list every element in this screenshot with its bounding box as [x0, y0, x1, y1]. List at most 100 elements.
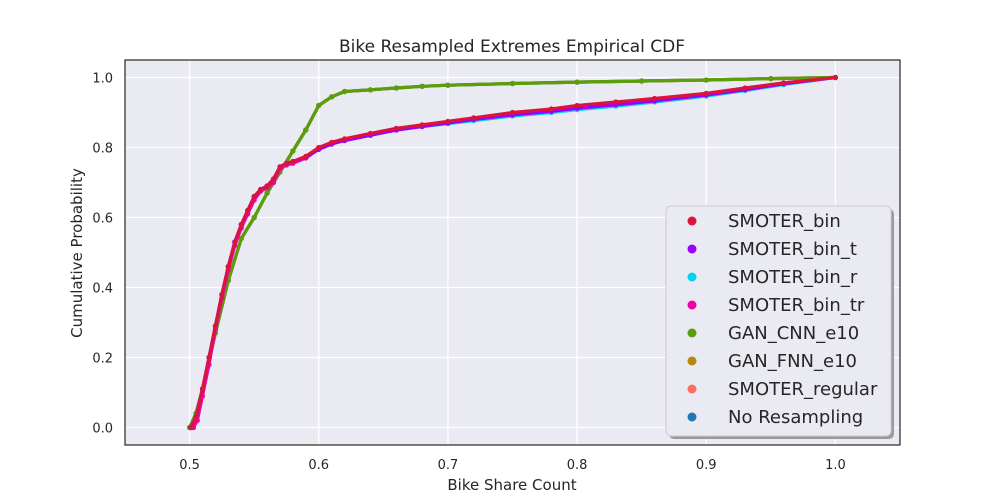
series-layer [187, 74, 839, 431]
x-tick-label: 0.6 [308, 458, 329, 473]
data-point [367, 130, 373, 137]
data-point [342, 136, 348, 142]
x-tick-label: 1.0 [825, 458, 846, 473]
data-point [509, 109, 516, 116]
legend-item: SMOTER_bin [687, 211, 841, 232]
data-point [316, 144, 322, 151]
x-tick-label: 0.5 [179, 458, 200, 473]
data-point [238, 235, 244, 242]
data-point [303, 153, 309, 159]
data-point [445, 118, 451, 124]
x-tick-labels: 0.5 0.6 0.7 0.8 0.9 1.0 [179, 458, 846, 473]
data-point [832, 74, 839, 81]
chart-title: Bike Resampled Extremes Empirical CDF [339, 37, 685, 57]
y-tick-label: 1.0 [92, 72, 113, 87]
data-point [290, 158, 296, 165]
x-tick-label: 0.8 [567, 458, 588, 473]
data-point [419, 122, 425, 128]
legend-item: SMOTER_bin_r [687, 267, 858, 288]
legend-label: SMOTER_bin_tr [728, 295, 865, 316]
data-point [652, 95, 658, 102]
legend-box [665, 205, 892, 437]
data-point [367, 87, 373, 93]
legend-label: GAN_CNN_e10 [728, 323, 859, 344]
data-point [225, 263, 231, 270]
data-point [639, 78, 645, 84]
data-point [264, 190, 270, 196]
data-point [742, 85, 748, 91]
y-tick-label: 0.0 [92, 422, 113, 437]
data-point [342, 88, 348, 95]
legend-item: SMOTER_regular [687, 379, 878, 400]
legend-label: GAN_FNN_e10 [728, 351, 857, 372]
data-point [290, 148, 296, 154]
data-point [548, 106, 554, 112]
x-axis-title: Bike Share Count [447, 476, 576, 494]
data-point [238, 221, 244, 228]
data-point [188, 424, 194, 431]
series-line [188, 75, 838, 430]
legend-marker [687, 384, 697, 394]
legend-label: SMOTER_bin_t [728, 239, 857, 260]
data-point [574, 79, 580, 85]
data-point [199, 386, 206, 392]
legend: SMOTER_bin SMOTER_bin_t SMOTER_bin_r SMOTER… [665, 205, 894, 439]
x-tick-label: 0.7 [438, 458, 459, 473]
data-point [219, 291, 225, 298]
legend-marker [687, 216, 697, 226]
data-point [206, 354, 212, 361]
legend-item: No Resampling [687, 407, 863, 428]
series-smoter-bin [188, 74, 839, 431]
legend-marker [687, 356, 697, 366]
legend-marker [687, 412, 697, 422]
y-tick-label: 0.2 [92, 352, 113, 367]
data-point [251, 214, 257, 221]
data-point [703, 77, 709, 83]
data-point [251, 193, 257, 200]
legend-item: SMOTER_bin_tr [687, 295, 865, 316]
data-point [329, 139, 335, 145]
data-point [703, 90, 709, 96]
data-point [574, 102, 580, 109]
y-tick-label: 0.8 [92, 142, 113, 157]
legend-label: SMOTER_bin [728, 211, 841, 232]
y-tick-label: 0.6 [92, 212, 113, 227]
legend-marker [687, 300, 697, 310]
data-point [419, 83, 425, 89]
data-point [193, 414, 199, 420]
legend-label: No Resampling [728, 407, 863, 428]
x-tick-label: 0.9 [696, 458, 717, 473]
data-point [232, 239, 238, 245]
data-point [613, 99, 619, 105]
data-point [781, 80, 787, 86]
data-point [393, 85, 399, 91]
plot-frame [124, 59, 901, 446]
legend-label: SMOTER_regular [728, 379, 878, 400]
legend-marker [687, 272, 697, 282]
data-point [245, 207, 251, 214]
y-axis-title: Cumulative Probability [68, 168, 86, 338]
data-point [471, 115, 477, 121]
data-point [303, 127, 309, 133]
legend-marker [687, 244, 697, 254]
legend-marker [687, 328, 697, 338]
data-point [316, 102, 322, 109]
data-point [509, 80, 516, 87]
y-tick-label: 0.4 [92, 282, 113, 297]
data-point [393, 125, 399, 131]
data-point [270, 176, 277, 182]
data-point [277, 164, 283, 170]
data-point [283, 160, 290, 166]
y-tick-labels: 0.0 0.2 0.4 0.6 0.8 1.0 [92, 72, 113, 437]
data-point [264, 183, 270, 189]
legend-item: GAN_FNN_e10 [687, 351, 857, 372]
data-point [329, 94, 335, 100]
data-point [258, 186, 264, 193]
data-point [768, 76, 774, 82]
legend-item: SMOTER_bin_t [687, 239, 857, 260]
data-point [445, 82, 451, 88]
data-point [212, 323, 218, 329]
legend-item: GAN_CNN_e10 [687, 323, 859, 344]
legend-label: SMOTER_bin_r [728, 267, 858, 288]
